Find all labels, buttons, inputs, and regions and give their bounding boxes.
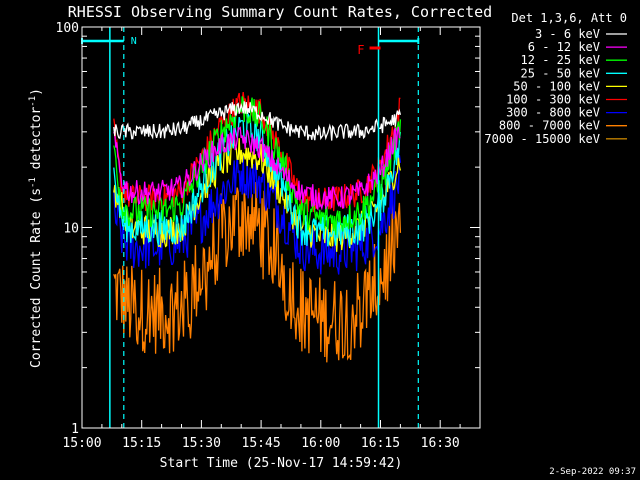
- y-tick-label: 10: [63, 222, 79, 237]
- legend-label: 25 - 50 keV: [521, 66, 600, 80]
- x-tick-label: 15:00: [62, 436, 101, 451]
- series-line: [113, 96, 402, 235]
- y-tick-label: 100: [56, 21, 79, 36]
- x-tick-label: 16:00: [301, 436, 340, 451]
- x-axis-label: Start Time (25-Nov-17 14:59:42): [160, 456, 403, 471]
- series-layer: [113, 92, 402, 363]
- y-tick-label: 1: [71, 422, 79, 437]
- attenuator-label: N: [131, 36, 137, 47]
- series-line: [113, 101, 402, 141]
- y-axis: 1 10 100: [56, 21, 480, 437]
- legend-label: 3 - 6 keV: [535, 27, 600, 41]
- legend-title: Det 1,3,6, Att 0: [511, 11, 627, 25]
- series-line: [113, 152, 402, 275]
- x-tick-label: 15:30: [182, 436, 221, 451]
- legend-label: 300 - 800 keV: [506, 106, 600, 120]
- y-axis-label: Corrected Count Rate (s-1 detector-1): [28, 88, 44, 368]
- x-tick-label: 16:30: [421, 436, 460, 451]
- x-axis: 15:00 15:15 15:30 15:45 16:00 16:15 16:30: [62, 27, 461, 451]
- timestamp: 2-Sep-2022 09:37: [549, 467, 636, 477]
- x-tick-label: 15:15: [122, 436, 161, 451]
- legend-label: 100 - 300 keV: [506, 93, 600, 107]
- legend-label: 50 - 100 keV: [513, 79, 600, 93]
- series-line: [113, 181, 402, 363]
- x-tick-label: 15:45: [242, 436, 281, 451]
- marker-layer: NF: [81, 27, 420, 428]
- chart-title: RHESSI Observing Summary Count Rates, Co…: [68, 3, 492, 21]
- legend-label: 7000 - 15000 keV: [484, 132, 600, 146]
- x-tick-label: 16:15: [361, 436, 400, 451]
- flare-label: F: [357, 43, 364, 57]
- legend-label: 6 - 12 keV: [528, 40, 600, 54]
- series-line: [113, 126, 401, 211]
- legend-label: 800 - 7000 keV: [499, 119, 600, 133]
- legend-label: 12 - 25 keV: [521, 53, 600, 67]
